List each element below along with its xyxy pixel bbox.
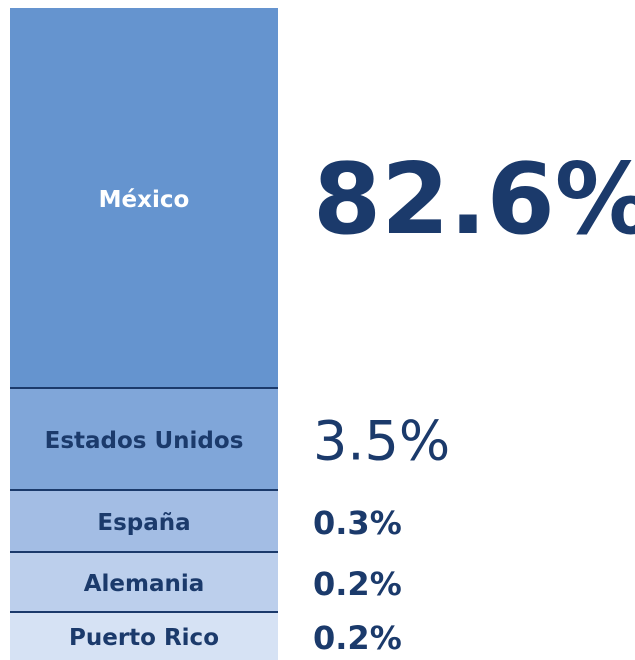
value-label: 0.3%: [313, 504, 402, 542]
value-label: 3.5%: [313, 410, 450, 473]
segment: [10, 388, 278, 490]
segment: [10, 552, 278, 612]
value-label: 0.2%: [313, 565, 402, 603]
value-label: 82.6%: [313, 143, 635, 257]
segment: [10, 490, 278, 552]
category-label: Puerto Rico: [69, 625, 219, 651]
segment: [10, 612, 278, 660]
category-label: Estados Unidos: [45, 428, 244, 454]
category-label: Alemania: [84, 571, 205, 597]
category-label: España: [97, 510, 190, 536]
value-label: 0.2%: [313, 619, 402, 657]
category-label: México: [99, 187, 190, 213]
segment: [10, 8, 278, 388]
